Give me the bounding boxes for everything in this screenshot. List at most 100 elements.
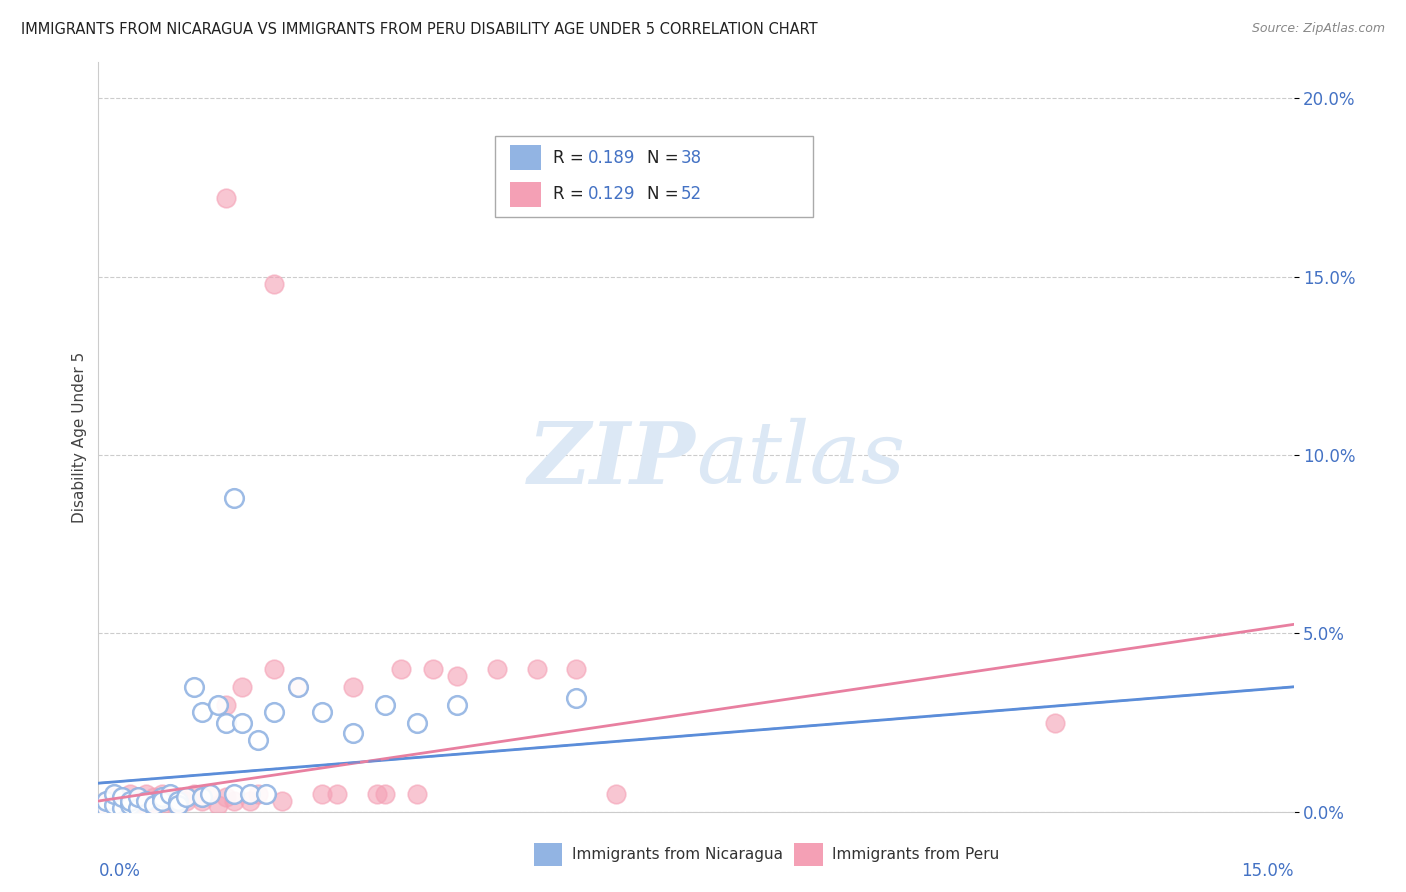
Point	[565, 690, 588, 705]
Text: Immigrants from Peru: Immigrants from Peru	[832, 847, 1000, 862]
Point	[263, 277, 285, 291]
Point	[311, 705, 333, 719]
Point	[374, 698, 396, 712]
Point	[215, 790, 238, 805]
Point	[191, 705, 214, 719]
Point	[103, 787, 125, 801]
Point	[96, 801, 118, 815]
Point	[127, 801, 149, 815]
Point	[246, 787, 269, 801]
Point	[143, 790, 166, 805]
Point	[127, 794, 149, 808]
Point	[263, 705, 285, 719]
Point	[222, 491, 245, 505]
Point	[222, 787, 245, 801]
Point	[215, 715, 238, 730]
Point	[103, 790, 125, 805]
Point	[103, 797, 125, 812]
Point	[222, 794, 245, 808]
Point	[207, 698, 229, 712]
Point	[150, 790, 173, 805]
Point	[326, 787, 349, 801]
Point	[406, 715, 429, 730]
Point	[191, 794, 214, 808]
Point	[120, 797, 142, 812]
Point	[215, 698, 238, 712]
Text: Source: ZipAtlas.com: Source: ZipAtlas.com	[1251, 22, 1385, 36]
Text: 0.189: 0.189	[588, 149, 636, 167]
Point	[135, 794, 157, 808]
Text: atlas: atlas	[696, 418, 905, 501]
Point	[96, 801, 118, 815]
Point	[150, 794, 173, 808]
Point	[207, 797, 229, 812]
Point	[96, 794, 118, 808]
Point	[96, 794, 118, 808]
Point	[143, 794, 166, 808]
Point	[198, 787, 221, 801]
Point	[239, 787, 262, 801]
Point	[246, 733, 269, 747]
Point	[127, 790, 149, 805]
Point	[198, 787, 221, 801]
Point	[374, 787, 396, 801]
Point	[174, 794, 197, 808]
Point	[406, 787, 429, 801]
Point	[366, 787, 388, 801]
Text: 0.129: 0.129	[588, 186, 636, 203]
Y-axis label: Disability Age Under 5: Disability Age Under 5	[72, 351, 87, 523]
Point	[287, 680, 309, 694]
Point	[263, 662, 285, 676]
Point	[150, 797, 173, 812]
Point	[111, 794, 134, 808]
Point	[167, 794, 190, 808]
Point	[254, 787, 277, 801]
Point	[103, 797, 125, 812]
Point	[605, 787, 627, 801]
Text: Immigrants from Nicaragua: Immigrants from Nicaragua	[572, 847, 783, 862]
Point	[120, 787, 142, 801]
Point	[135, 787, 157, 801]
Point	[167, 797, 190, 812]
Text: 0.0%: 0.0%	[98, 862, 141, 880]
Point	[120, 797, 142, 812]
Text: N =: N =	[647, 149, 683, 167]
Point	[135, 797, 157, 812]
Point	[446, 698, 468, 712]
Text: ZIP: ZIP	[529, 417, 696, 501]
Point	[159, 790, 181, 805]
Point	[183, 787, 205, 801]
Point	[287, 680, 309, 694]
Point	[127, 801, 149, 815]
Point	[111, 801, 134, 815]
Point	[389, 662, 412, 676]
Point	[422, 662, 444, 676]
Point	[174, 790, 197, 805]
Point	[215, 191, 238, 205]
Point	[159, 794, 181, 808]
Point	[120, 794, 142, 808]
Point	[111, 801, 134, 815]
Text: 38: 38	[681, 149, 702, 167]
Point	[159, 787, 181, 801]
Point	[191, 790, 214, 805]
Point	[565, 662, 588, 676]
Point	[270, 794, 292, 808]
Point	[127, 790, 149, 805]
Point	[183, 680, 205, 694]
Text: 15.0%: 15.0%	[1241, 862, 1294, 880]
Point	[191, 790, 214, 805]
Text: 52: 52	[681, 186, 702, 203]
Text: R =: R =	[553, 149, 589, 167]
Point	[485, 662, 508, 676]
Point	[342, 680, 364, 694]
Text: R =: R =	[553, 186, 589, 203]
Point	[311, 787, 333, 801]
Point	[167, 797, 190, 812]
Text: N =: N =	[647, 186, 683, 203]
Point	[239, 794, 262, 808]
Point	[150, 787, 173, 801]
Point	[342, 726, 364, 740]
Point	[231, 680, 253, 694]
Point	[143, 797, 166, 812]
